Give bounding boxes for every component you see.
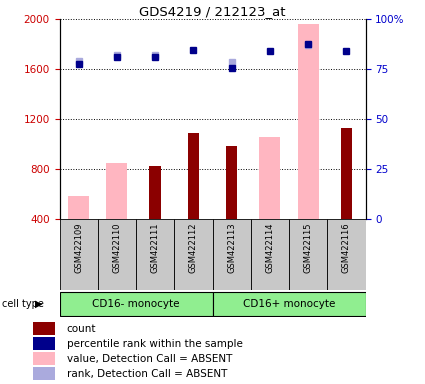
Text: percentile rank within the sample: percentile rank within the sample xyxy=(67,339,243,349)
Text: GSM422116: GSM422116 xyxy=(342,222,351,273)
Text: rank, Detection Call = ABSENT: rank, Detection Call = ABSENT xyxy=(67,369,227,379)
Text: count: count xyxy=(67,323,96,334)
Bar xyxy=(212,219,251,290)
Bar xyxy=(340,128,352,219)
Bar xyxy=(98,219,136,290)
Text: GSM422111: GSM422111 xyxy=(150,222,160,273)
Text: GSM422110: GSM422110 xyxy=(112,222,122,273)
Text: GSM422109: GSM422109 xyxy=(74,222,83,273)
Text: cell type: cell type xyxy=(2,299,44,309)
Bar xyxy=(212,292,366,316)
Text: ▶: ▶ xyxy=(35,299,42,309)
Bar xyxy=(251,219,289,290)
Bar xyxy=(259,137,280,219)
Text: GSM422112: GSM422112 xyxy=(189,222,198,273)
Text: GSM422114: GSM422114 xyxy=(265,222,275,273)
Bar xyxy=(33,322,55,335)
Text: CD16+ monocyte: CD16+ monocyte xyxy=(243,299,335,309)
Bar xyxy=(289,219,327,290)
Bar xyxy=(226,147,237,219)
Title: GDS4219 / 212123_at: GDS4219 / 212123_at xyxy=(139,5,286,18)
Text: GSM422113: GSM422113 xyxy=(227,222,236,273)
Text: CD16- monocyte: CD16- monocyte xyxy=(92,299,180,309)
Bar xyxy=(60,292,212,316)
Bar xyxy=(106,163,128,219)
Bar xyxy=(327,219,366,290)
Bar xyxy=(187,133,199,219)
Bar xyxy=(174,219,212,290)
Bar xyxy=(136,219,174,290)
Bar xyxy=(33,352,55,365)
Text: GSM422115: GSM422115 xyxy=(303,222,313,273)
Bar xyxy=(68,197,89,219)
Bar xyxy=(33,367,55,380)
Bar xyxy=(60,219,98,290)
Bar xyxy=(298,24,319,219)
Bar xyxy=(149,167,161,219)
Text: value, Detection Call = ABSENT: value, Detection Call = ABSENT xyxy=(67,354,232,364)
Bar xyxy=(33,337,55,350)
